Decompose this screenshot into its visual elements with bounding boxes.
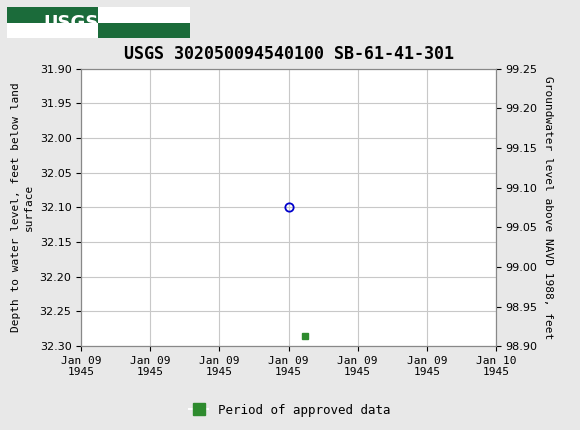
Text: USGS: USGS	[44, 14, 99, 31]
Title: USGS 302050094540100 SB-61-41-301: USGS 302050094540100 SB-61-41-301	[124, 45, 454, 63]
Y-axis label: Groundwater level above NAVD 1988, feet: Groundwater level above NAVD 1988, feet	[543, 76, 553, 339]
Bar	[7, 7, 190, 38]
Bar	[7, 7, 98, 22]
Legend: Period of approved data: Period of approved data	[184, 399, 396, 421]
Bar	[99, 22, 190, 38]
Y-axis label: Depth to water level, feet below land
surface: Depth to water level, feet below land su…	[11, 83, 34, 332]
